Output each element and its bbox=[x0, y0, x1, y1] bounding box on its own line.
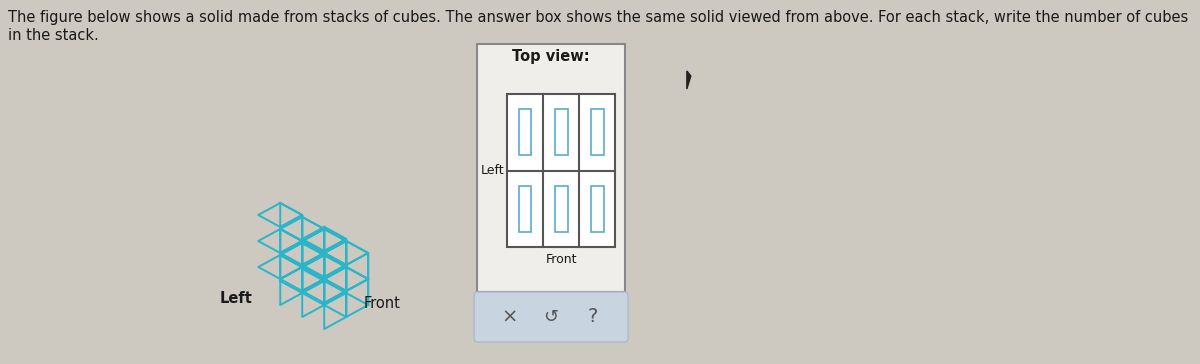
Polygon shape bbox=[281, 241, 302, 279]
Polygon shape bbox=[302, 227, 346, 251]
Polygon shape bbox=[258, 203, 302, 227]
Text: Front: Front bbox=[546, 253, 577, 266]
Polygon shape bbox=[281, 203, 302, 241]
Polygon shape bbox=[302, 279, 346, 303]
Polygon shape bbox=[324, 229, 346, 267]
Polygon shape bbox=[324, 279, 346, 317]
Polygon shape bbox=[258, 255, 302, 279]
Polygon shape bbox=[302, 255, 324, 293]
Bar bbox=[518, 186, 532, 232]
Polygon shape bbox=[258, 229, 302, 253]
FancyBboxPatch shape bbox=[474, 292, 628, 342]
Polygon shape bbox=[281, 255, 302, 293]
Polygon shape bbox=[281, 243, 324, 267]
Text: Left: Left bbox=[481, 164, 505, 177]
Polygon shape bbox=[302, 253, 346, 277]
Polygon shape bbox=[302, 241, 324, 279]
Polygon shape bbox=[324, 265, 346, 303]
Polygon shape bbox=[302, 267, 324, 305]
Polygon shape bbox=[281, 215, 302, 253]
Polygon shape bbox=[686, 71, 691, 89]
Polygon shape bbox=[302, 229, 346, 253]
Polygon shape bbox=[302, 279, 324, 317]
Polygon shape bbox=[302, 255, 346, 279]
Polygon shape bbox=[346, 267, 368, 305]
Bar bbox=[508, 94, 616, 247]
Polygon shape bbox=[302, 243, 324, 281]
Text: ↺: ↺ bbox=[544, 308, 559, 326]
Polygon shape bbox=[302, 229, 324, 267]
Bar bbox=[554, 109, 568, 155]
Text: Top view:: Top view: bbox=[512, 49, 590, 64]
Polygon shape bbox=[281, 267, 302, 305]
Polygon shape bbox=[302, 217, 324, 255]
Polygon shape bbox=[324, 253, 346, 291]
Polygon shape bbox=[281, 241, 324, 265]
Polygon shape bbox=[302, 253, 324, 291]
Text: ?: ? bbox=[587, 308, 598, 327]
Polygon shape bbox=[324, 267, 346, 305]
Polygon shape bbox=[324, 241, 368, 265]
Text: in the stack.: in the stack. bbox=[8, 28, 98, 43]
Bar bbox=[592, 109, 604, 155]
Polygon shape bbox=[281, 217, 324, 241]
Bar bbox=[478, 44, 625, 292]
Polygon shape bbox=[324, 239, 346, 277]
Polygon shape bbox=[324, 291, 346, 329]
Text: Front: Front bbox=[364, 296, 400, 311]
Polygon shape bbox=[324, 267, 368, 291]
Polygon shape bbox=[324, 227, 346, 265]
Polygon shape bbox=[281, 229, 302, 267]
Polygon shape bbox=[346, 253, 368, 291]
Text: Left: Left bbox=[220, 291, 252, 306]
Bar bbox=[592, 186, 604, 232]
Text: ×: × bbox=[502, 308, 518, 327]
Bar bbox=[518, 109, 532, 155]
Polygon shape bbox=[281, 267, 324, 291]
Bar bbox=[554, 186, 568, 232]
Text: The figure below shows a solid made from stacks of cubes. The answer box shows t: The figure below shows a solid made from… bbox=[8, 10, 1188, 25]
Polygon shape bbox=[346, 279, 368, 317]
Polygon shape bbox=[324, 255, 346, 293]
Polygon shape bbox=[346, 241, 368, 279]
Polygon shape bbox=[324, 241, 346, 279]
